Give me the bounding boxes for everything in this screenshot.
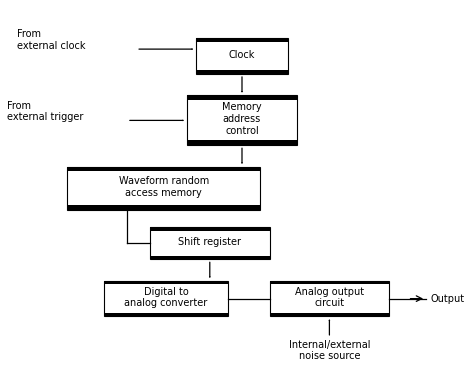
Bar [67, 205, 260, 209]
Bar [67, 167, 260, 209]
Bar [196, 38, 288, 42]
Bar [104, 281, 228, 284]
Text: Digital to
analog converter: Digital to analog converter [125, 287, 208, 308]
Text: From
external trigger: From external trigger [8, 101, 84, 122]
Bar [270, 313, 389, 316]
Text: Memory
address
control: Memory address control [222, 102, 262, 135]
Bar [196, 38, 288, 74]
Bar [270, 281, 389, 316]
Bar [67, 167, 260, 171]
Bar [270, 281, 389, 284]
Bar [187, 140, 297, 145]
Text: Internal/external
noise source: Internal/external noise source [289, 340, 370, 361]
Text: Shift register: Shift register [178, 237, 241, 247]
Bar [104, 313, 228, 316]
Text: Output: Output [430, 294, 465, 304]
Text: Clock: Clock [229, 50, 255, 60]
Bar [187, 95, 297, 145]
Text: From
external clock: From external clock [17, 29, 85, 51]
Bar [150, 227, 270, 230]
Bar [150, 227, 270, 259]
Text: Analog output
circuit: Analog output circuit [295, 287, 364, 308]
Bar [104, 281, 228, 316]
Bar [187, 95, 297, 100]
Text: Waveform random
access memory: Waveform random access memory [118, 176, 209, 198]
Bar [196, 71, 288, 74]
Bar [150, 256, 270, 259]
